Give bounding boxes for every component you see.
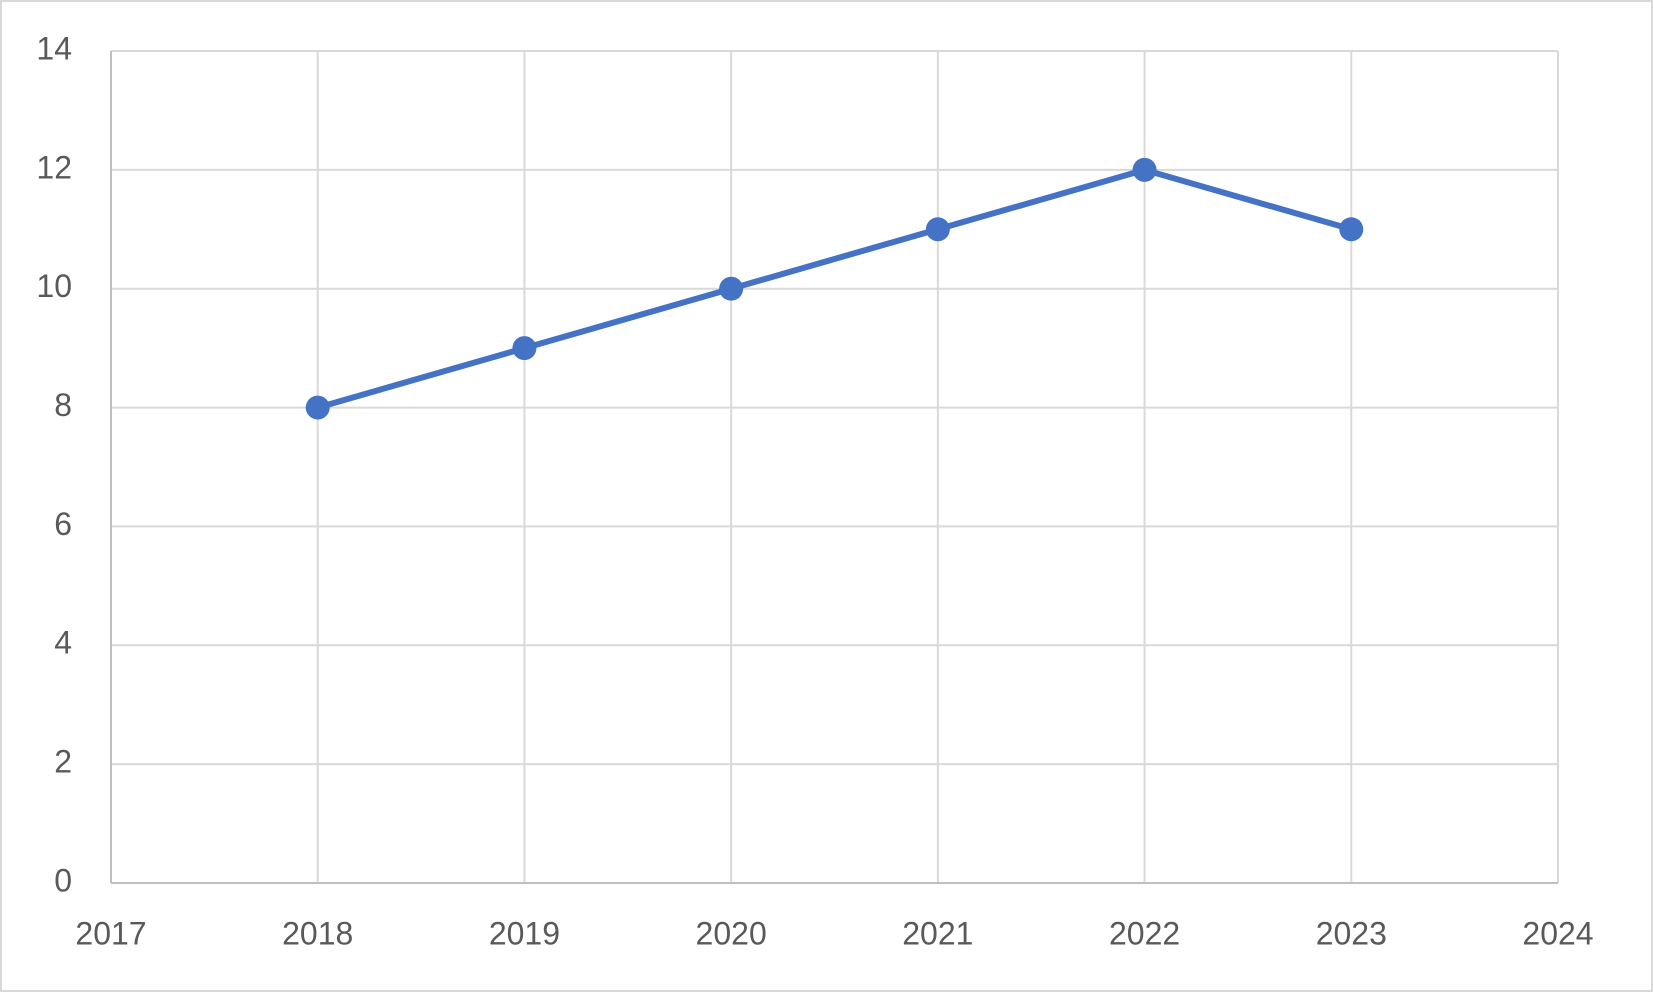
x-tick-label: 2018 [282,915,353,951]
data-point [1339,217,1364,242]
x-tick-label: 2020 [696,915,767,951]
data-point [925,217,950,242]
series-line [316,166,1353,411]
data-point [305,395,330,420]
y-tick-label: 2 [54,744,72,780]
data-point [512,336,537,361]
x-tick-label: 2021 [902,915,973,951]
data-point [1132,157,1157,182]
x-tick-label: 2019 [489,915,560,951]
y-tick-label: 6 [54,506,72,542]
y-tick-label: 8 [54,387,72,423]
x-tick-label: 2017 [75,915,146,951]
y-tick-label: 12 [36,149,72,185]
data-point [719,276,744,301]
x-tick-label: 2024 [1522,915,1593,951]
y-tick-label: 14 [36,30,72,66]
x-tick-label: 2022 [1109,915,1180,951]
y-tick-label: 0 [54,862,72,898]
y-tick-label: 4 [54,625,72,661]
x-tick-label: 2023 [1316,915,1387,951]
y-tick-label: 10 [36,268,72,304]
